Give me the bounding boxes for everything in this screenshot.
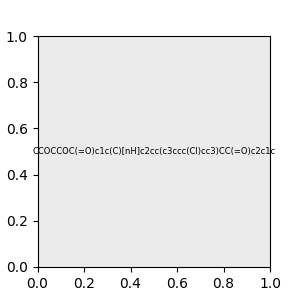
Text: CCOCCOC(=O)c1c(C)[nH]c2cc(c3ccc(Cl)cc3)CC(=O)c2c1c: CCOCCOC(=O)c1c(C)[nH]c2cc(c3ccc(Cl)cc3)C… bbox=[32, 147, 275, 156]
